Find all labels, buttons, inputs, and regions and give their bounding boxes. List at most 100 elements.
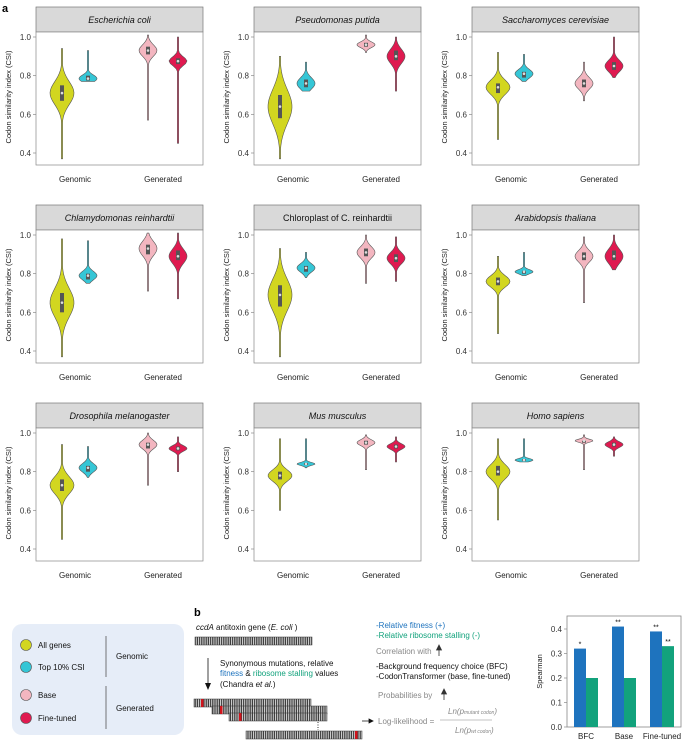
x-category-label: Generated	[144, 373, 182, 382]
y-tick-label: 1.0	[20, 33, 32, 42]
legend-swatch-all-genes	[20, 639, 32, 651]
violin-panel: Escherichia coli 0.4 0.6 0.8 1.0 Codon simila…	[4, 6, 204, 184]
x-category-label: Generated	[580, 571, 618, 580]
y-tick-label: 0.4	[20, 347, 32, 356]
legend-label-all-genes: All genes	[38, 641, 71, 650]
violin-base	[138, 34, 158, 121]
violin-median	[612, 443, 616, 446]
mutant-gene-bar	[228, 712, 328, 722]
significance-label: **	[615, 620, 621, 627]
x-category-label: Genomic	[277, 373, 309, 382]
violin-median	[60, 91, 64, 95]
bar-fitness	[574, 648, 586, 727]
panel-header	[35, 6, 204, 33]
violin-median	[60, 301, 64, 304]
significance-label: *	[579, 642, 582, 649]
right-arrow-icon	[362, 718, 374, 724]
violin-median	[146, 247, 150, 250]
y-tick-label: 0.4	[20, 545, 32, 554]
spearman-bar-chart: 0.0 0.1 0.2 0.3 0.4 Spearman BFC * Base ** Fine-tu…	[535, 615, 682, 740]
violin-median	[304, 266, 308, 270]
y-tick-label: 0.4	[238, 545, 250, 554]
panel-header	[35, 204, 204, 231]
significance-label: **	[653, 624, 659, 631]
violin-base	[138, 432, 158, 486]
y-tick-label: 1.0	[20, 231, 32, 240]
plot-area	[471, 427, 640, 562]
x-category-label: Generated	[144, 175, 182, 184]
y-axis-label: Codon similarity index (CSI)	[4, 248, 13, 341]
violin-top10	[514, 252, 534, 276]
violin-top10	[78, 446, 98, 478]
significance-label: **	[665, 639, 671, 646]
violin-all-genes	[49, 444, 75, 540]
x-category-label: Genomic	[277, 175, 309, 184]
panel-title: Mus musculus	[309, 411, 367, 421]
violin-median	[304, 462, 308, 466]
x-category-label: BFC	[578, 732, 594, 740]
y-axis-label: Codon similarity index (CSI)	[440, 248, 449, 341]
y-tick-label: 0.8	[456, 468, 468, 477]
y-tick-label: 0.8	[238, 72, 250, 81]
violin-top10	[296, 252, 316, 278]
x-category-label: Base	[615, 732, 634, 740]
gene-title: ccdA antitoxin gene (E. coli )	[196, 623, 298, 632]
violin-fine-tuned	[168, 436, 188, 472]
violin-median	[364, 251, 368, 254]
violin-median	[278, 293, 282, 297]
y-tick-label: 1.0	[456, 429, 468, 438]
y-tick-label: 0.6	[20, 506, 32, 515]
y-tick-label: 0.4	[456, 149, 468, 158]
y-axis-label: Codon similarity index (CSI)	[222, 50, 231, 143]
violin-top10	[514, 54, 534, 82]
violin-median	[582, 82, 586, 85]
y-axis-label: Codon similarity index (CSI)	[222, 248, 231, 341]
y-tick-label: 0.6	[238, 308, 250, 317]
mutation-mark	[220, 706, 223, 714]
violin-all-genes	[485, 52, 511, 140]
x-category-label: Generated	[362, 373, 400, 382]
violin-fine-tuned	[604, 36, 624, 78]
x-category-label: Generated	[580, 373, 618, 382]
y-tick-label: 0.6	[20, 308, 32, 317]
mutation-mark	[239, 713, 242, 721]
violin-panel: Arabidopsis thaliana 0.4 0.6 0.8 1.0 Codon si…	[440, 204, 640, 382]
y-tick-label: 1.0	[238, 231, 250, 240]
y-tick-label: 0.3	[551, 650, 563, 659]
mutant-gene-bar	[245, 730, 363, 740]
bar-stalling	[586, 678, 598, 727]
y-tick-label: 0.8	[238, 270, 250, 279]
violin-median	[364, 441, 368, 444]
denominator: Ln(pwt codon)	[455, 726, 494, 735]
violin-panel: Chloroplast of C. reinhardtii 0.4 0.6 0.8 1.…	[222, 204, 422, 382]
y-tick-label: 0.8	[20, 72, 32, 81]
violin-panel: Mus musculus 0.4 0.6 0.8 1.0 Codon similarity…	[222, 402, 422, 580]
log-likelihood-label: Log-likelihood =	[378, 717, 435, 726]
x-category-label: Genomic	[495, 373, 527, 382]
panel-header	[253, 6, 422, 33]
violin-base	[574, 434, 594, 471]
y-tick-label: 0.1	[551, 699, 563, 708]
violin-median	[394, 445, 398, 448]
codontransformer-label: -CodonTransformer (base, fine-tuned)	[376, 672, 511, 681]
y-tick-label: 0.6	[456, 308, 468, 317]
x-category-label: Fine-tuned	[643, 732, 681, 740]
violin-median	[582, 254, 586, 258]
mutant-gene-bars	[193, 698, 363, 740]
numerator: Ln(pmutant codon)	[448, 707, 497, 716]
violin-panels: Escherichia coli 0.4 0.6 0.8 1.0 Codon simila…	[4, 6, 640, 580]
panel-label-b: b	[194, 607, 201, 619]
panel-label-a: a	[2, 3, 9, 15]
y-tick-label: 0.6	[20, 110, 32, 119]
violin-fine-tuned	[386, 36, 406, 92]
legend: All genes Top 10% CSI Base Fine-tuned Ge…	[12, 624, 184, 735]
down-arrowhead-icon	[205, 683, 211, 690]
y-tick-label: 0.8	[456, 270, 468, 279]
y-tick-label: 0.6	[238, 110, 250, 119]
violin-panel: Saccharomyces cerevisiae 0.4 0.6 0.8 1.0 Codo…	[440, 6, 640, 184]
violin-median	[278, 474, 282, 477]
violin-median	[612, 254, 616, 258]
panel-header	[471, 6, 640, 33]
violin-median	[278, 105, 282, 108]
